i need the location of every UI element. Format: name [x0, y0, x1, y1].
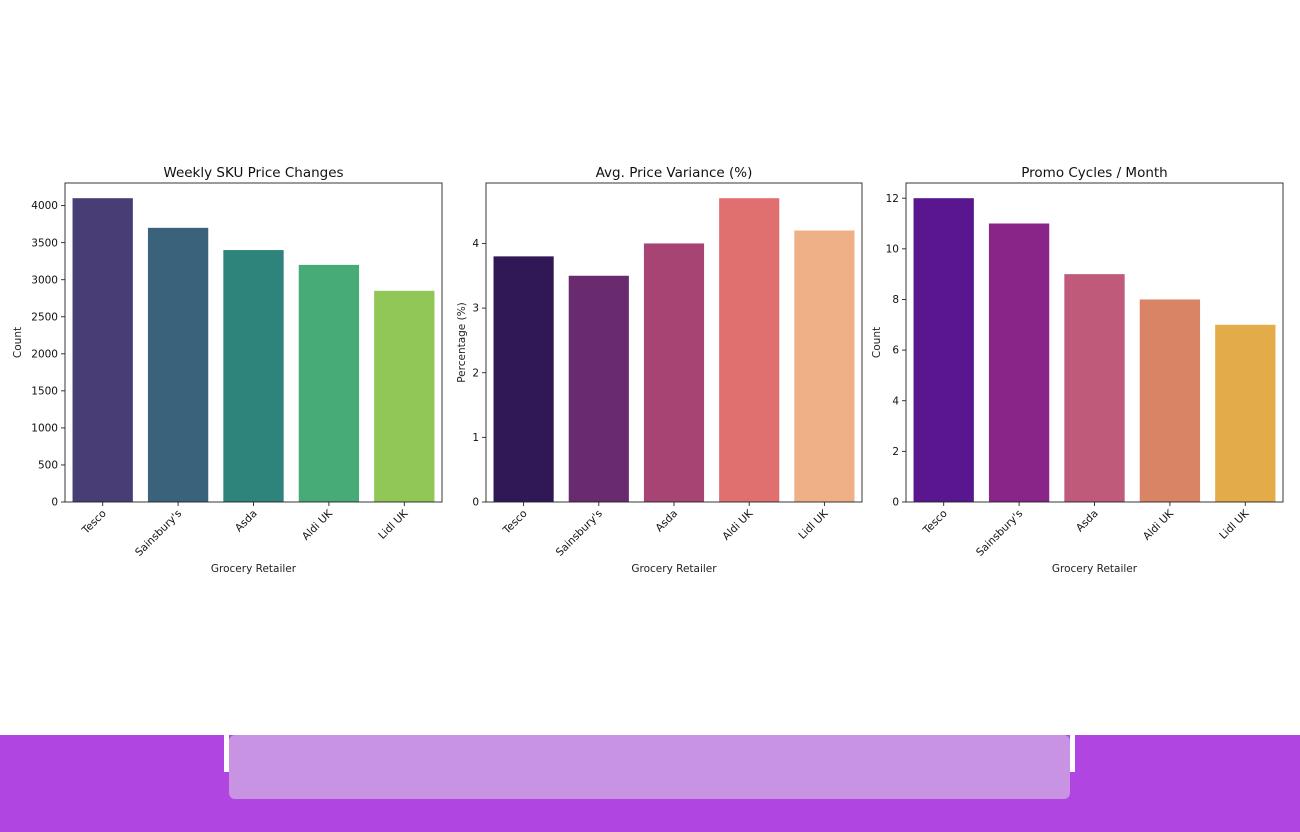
y-tick-label: 12	[886, 193, 899, 205]
y-tick-label: 10	[886, 243, 899, 255]
y-tick-label: 1500	[31, 385, 58, 397]
y-tick-label: 2	[892, 446, 899, 458]
bar-aldi-uk	[298, 264, 360, 502]
bar-lidl-uk	[1215, 324, 1276, 502]
y-tick-label: 4	[892, 395, 899, 407]
bar-lidl-uk	[794, 230, 855, 502]
x-axis-label: Grocery Retailer	[211, 563, 297, 575]
x-tick-label: Sainsbury's	[133, 508, 184, 559]
y-axis-label: Count	[871, 327, 883, 358]
x-tick-label: Asda	[233, 508, 260, 535]
x-tick-label: Aldi UK	[300, 507, 336, 543]
bar-aldi-uk	[719, 198, 780, 502]
bar-tesco	[72, 198, 133, 502]
bottom-bar	[0, 735, 1300, 832]
x-tick-label: Sainsbury's	[974, 508, 1025, 559]
chart-title: Promo Cycles / Month	[1021, 165, 1168, 181]
x-tick-label: Sainsbury's	[554, 508, 605, 559]
x-axis-label: Grocery Retailer	[1052, 563, 1138, 575]
x-axis-label: Grocery Retailer	[631, 563, 717, 575]
y-tick-label: 8	[892, 294, 899, 306]
bar-aldi-uk	[1139, 299, 1201, 502]
y-axis-label: Percentage (%)	[456, 302, 468, 383]
y-tick-label: 1	[472, 432, 479, 444]
y-tick-label: 0	[51, 497, 58, 509]
x-tick-label: Aldi UK	[1141, 507, 1177, 543]
x-tick-label: Tesco	[920, 508, 950, 538]
x-tick-label: Asda	[1074, 508, 1101, 535]
bar-asda	[1064, 274, 1125, 502]
y-tick-label: 500	[38, 460, 58, 472]
y-tick-label: 4	[472, 238, 479, 250]
y-tick-label: 3500	[31, 237, 58, 249]
x-tick-label: Lidl UK	[796, 507, 831, 542]
bottom-bar-right-block	[1075, 735, 1300, 772]
y-tick-label: 0	[892, 497, 899, 509]
x-tick-label: Tesco	[500, 508, 530, 538]
bar-sainsbury-s	[988, 223, 1050, 502]
bottom-bar-left-block	[0, 735, 224, 772]
x-tick-label: Aldi UK	[720, 507, 756, 543]
y-tick-label: 6	[892, 345, 899, 357]
x-tick-label: Tesco	[79, 508, 109, 538]
bottom-bar-gap-right	[1070, 735, 1075, 772]
y-tick-label: 4000	[31, 200, 58, 212]
chart-title: Avg. Price Variance (%)	[596, 165, 753, 181]
bar-lidl-uk	[374, 290, 435, 502]
bar-asda	[223, 250, 284, 502]
chart-title: Weekly SKU Price Changes	[163, 165, 343, 181]
y-tick-label: 3	[472, 303, 479, 315]
bar-asda	[643, 243, 705, 502]
y-tick-label: 2	[472, 367, 479, 379]
chart-3: 0 2 4 6 8 10 12 Tesco Sainsbury's Asda Aldi UK Lidl…	[871, 165, 1284, 575]
y-tick-label: 2000	[31, 348, 58, 360]
chart-1: 0 500 1000 1500 2000 2500 3000 3500 4000 Tesco Sai…	[12, 165, 443, 575]
bar-tesco	[493, 256, 554, 502]
y-tick-label: 2500	[31, 311, 58, 323]
bar-sainsbury-s	[147, 227, 209, 502]
y-tick-label: 3000	[31, 274, 58, 286]
bar-sainsbury-s	[568, 275, 629, 502]
y-axis-label: Count	[12, 327, 24, 358]
y-tick-label: 1000	[31, 423, 58, 435]
chart-2: 0 1 2 3 4 Tesco Sainsbury's Asda Aldi UK Lidl UK A…	[456, 165, 863, 575]
x-tick-label: Lidl UK	[1217, 507, 1252, 542]
bar-tesco	[913, 198, 974, 502]
bottom-bar-center-panel[interactable]	[229, 735, 1070, 799]
bottom-bar-gap-left	[224, 735, 229, 772]
y-tick-label: 0	[472, 497, 479, 509]
x-tick-label: Lidl UK	[376, 507, 411, 542]
x-tick-label: Asda	[653, 508, 680, 535]
